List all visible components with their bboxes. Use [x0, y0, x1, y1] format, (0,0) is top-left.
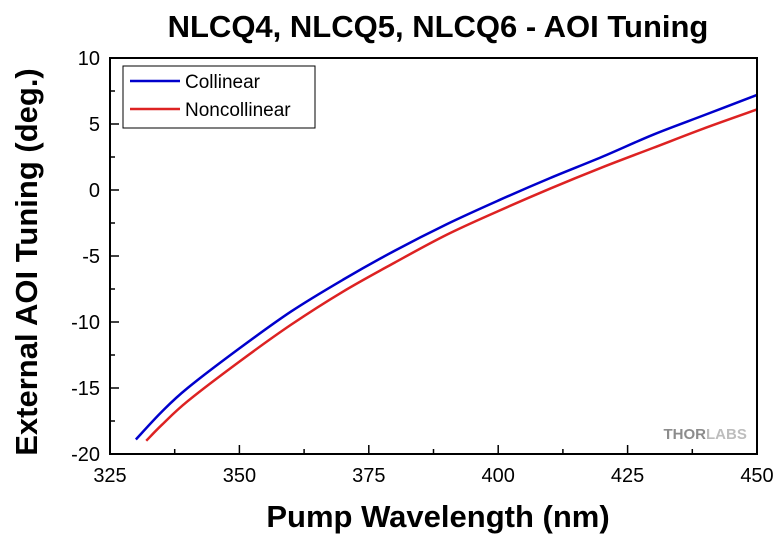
y-tick-label: -10: [71, 312, 100, 334]
y-axis-label: External AOI Tuning (deg.): [9, 68, 44, 456]
watermark-thor: THOR: [664, 426, 707, 443]
watermark-labs: LABS: [706, 426, 747, 443]
legend-label-collinear: Collinear: [185, 72, 261, 93]
series-line-noncollinear: [145, 108, 758, 442]
x-tick-label: 375: [352, 465, 385, 487]
x-tick-label: 400: [482, 465, 515, 487]
x-tick-label: 325: [93, 465, 126, 487]
y-tick-label: -5: [82, 246, 100, 268]
x-axis-label: Pump Wavelength (nm): [266, 499, 609, 534]
x-tick-label: 350: [223, 465, 256, 487]
y-tick-label: 0: [89, 180, 100, 202]
tick-labels: 325 350 375 400 425 450 -20 -15 -10 -5 0 5 10: [71, 48, 774, 487]
chart-title: NLCQ4, NLCQ5, NLCQ6 - AOI Tuning: [168, 9, 709, 44]
series-lines: [134, 93, 758, 442]
y-tick-label: -20: [71, 444, 100, 466]
thorlabs-watermark: THOR LABS: [664, 426, 747, 443]
plot-frame: [109, 57, 758, 455]
legend-label-noncollinear: Noncollinear: [185, 100, 291, 121]
x-tick-label: 450: [740, 465, 773, 487]
y-tick-label: -15: [71, 378, 100, 400]
y-tick-label: 10: [78, 48, 100, 70]
x-tick-label: 425: [611, 465, 644, 487]
y-tick-label: 5: [89, 114, 100, 136]
series-line-collinear: [134, 93, 758, 441]
legend: Collinear Noncollinear: [122, 65, 316, 129]
legend-box: [122, 65, 316, 129]
